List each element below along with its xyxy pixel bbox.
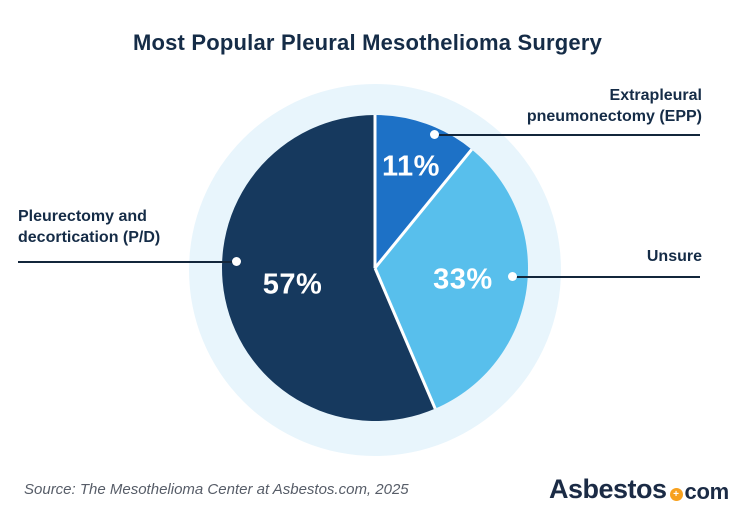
percent-label-pd: 57% xyxy=(262,268,323,301)
leader-line-unsure xyxy=(512,276,700,278)
asbestos-logo: Asbestos + com xyxy=(549,476,729,503)
pie-slice-0 xyxy=(375,115,472,268)
callout-label-pd: Pleurectomy and decortication (P/D) xyxy=(18,208,161,246)
plus-ring-icon: + xyxy=(669,488,683,501)
callout-label-epp: Extrapleural pneumonectomy (EPP) xyxy=(526,87,702,125)
slice-divider-1 xyxy=(373,148,473,269)
leader-dot-epp xyxy=(430,130,439,139)
percent-label-unsure: 33% xyxy=(433,263,493,296)
leader-dot-pd xyxy=(232,257,241,266)
logo-tld: com xyxy=(684,479,730,504)
leader-dot-unsure xyxy=(508,272,517,281)
pie-slice-1 xyxy=(375,149,529,409)
leader-line-pd xyxy=(18,261,237,263)
chart-title: Most Popular Pleural Mesothelioma Surger… xyxy=(132,30,603,55)
pie-slice-2 xyxy=(222,115,436,422)
logo-wordmark: Asbestos xyxy=(549,474,667,504)
leader-line-epp xyxy=(434,134,700,136)
callout-label-unsure: Unsure xyxy=(646,248,702,265)
slice-divider-2 xyxy=(373,267,437,410)
percent-label-epp: 11% xyxy=(381,150,440,183)
source-note: Source: The Mesothelioma Center at Asbes… xyxy=(24,481,409,498)
